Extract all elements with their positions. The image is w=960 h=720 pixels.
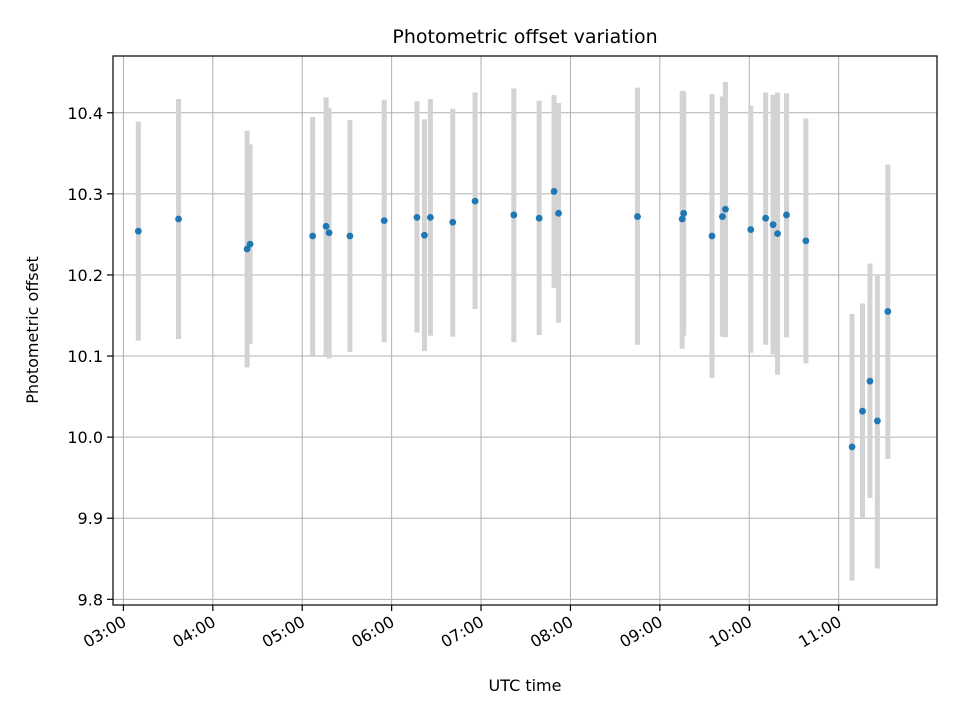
data-point — [762, 214, 770, 222]
data-point — [634, 213, 641, 220]
data-point — [325, 229, 333, 237]
y-axis-label: Photometric offset — [23, 256, 42, 404]
data-point — [346, 232, 354, 240]
data-point — [802, 237, 810, 245]
y-tick-label: 10.4 — [67, 104, 103, 123]
data-point — [550, 188, 558, 195]
grid — [113, 56, 937, 605]
data-point — [246, 240, 254, 248]
data-point — [859, 407, 866, 415]
x-axis-label: UTC time — [489, 676, 562, 695]
data-point — [680, 209, 688, 217]
y-tick-label: 10.1 — [67, 347, 103, 366]
data-point — [769, 221, 777, 229]
data-point — [243, 245, 251, 253]
chart-title: Photometric offset variation — [392, 26, 657, 48]
data-points — [134, 188, 892, 451]
data-point — [873, 417, 881, 425]
data-point — [535, 214, 543, 222]
data-point — [884, 308, 892, 315]
data-point — [380, 217, 388, 225]
data-point — [426, 213, 434, 221]
data-point — [449, 218, 457, 226]
data-point — [471, 197, 479, 205]
data-point — [413, 213, 421, 221]
data-point — [510, 211, 518, 219]
plot-frame — [112, 55, 938, 606]
data-point — [783, 211, 790, 219]
data-point — [175, 215, 182, 223]
data-point — [747, 226, 755, 233]
data-point — [774, 230, 781, 237]
data-point — [866, 377, 874, 385]
data-point — [134, 227, 142, 235]
data-point — [848, 443, 856, 451]
data-point — [678, 215, 686, 223]
y-tick-label: 10.0 — [67, 428, 103, 447]
y-tick-label: 9.8 — [78, 590, 103, 609]
y-axis-ticks: 9.8 9.9 10.0 10.1 10.2 10.3 10.4 — [67, 104, 113, 609]
data-point — [309, 232, 317, 240]
data-point — [722, 205, 729, 213]
y-tick-label: 10.3 — [67, 185, 103, 204]
y-tick-label: 10.2 — [67, 266, 103, 285]
data-point — [421, 231, 428, 239]
data-point — [708, 232, 716, 240]
y-tick-label: 9.9 — [78, 509, 103, 528]
data-point — [322, 222, 330, 230]
data-point — [555, 209, 562, 217]
data-point — [719, 213, 726, 220]
